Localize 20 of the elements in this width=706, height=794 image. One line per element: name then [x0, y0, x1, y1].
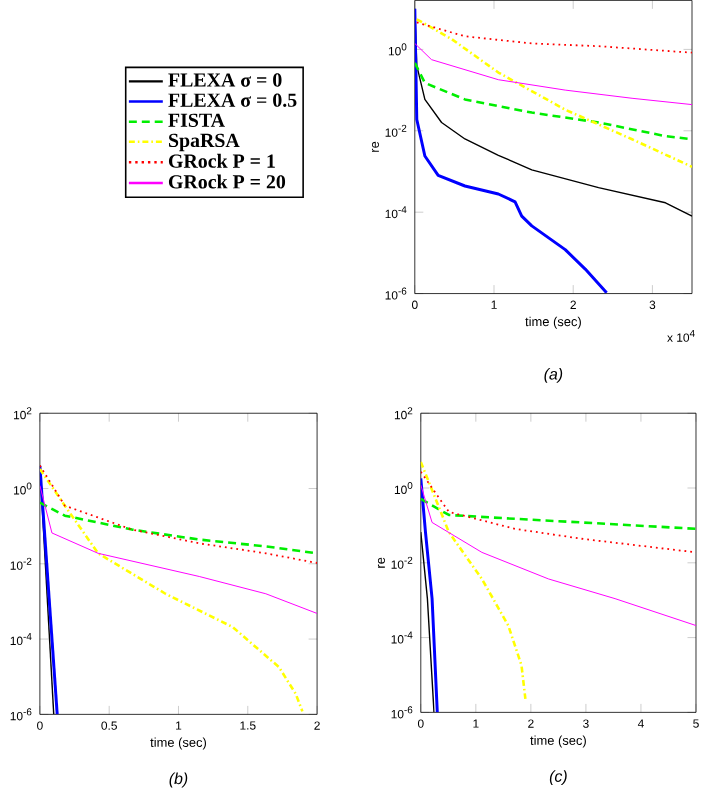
line-series — [39, 485, 318, 614]
line-series — [414, 7, 609, 294]
legend-label: FLEXA σ = 0.5 — [168, 93, 297, 107]
line-series — [420, 497, 696, 531]
line-series — [420, 484, 696, 627]
legend-label: FISTA — [168, 113, 225, 127]
legend-label: FLEXA σ = 0 — [168, 73, 282, 87]
line-series — [415, 21, 693, 54]
line-series — [39, 501, 318, 555]
legend-label: GRock P = 20 — [168, 174, 286, 189]
line-series — [415, 17, 693, 169]
line-series — [420, 476, 439, 713]
line-series — [420, 460, 527, 701]
line-series — [420, 470, 696, 554]
line-series — [414, 61, 693, 141]
line-series — [39, 467, 304, 713]
line-series — [414, 42, 693, 106]
line-series — [39, 464, 318, 564]
legend-label: GRock P = 1 — [168, 153, 275, 168]
legend-label: SpaRSA — [169, 133, 240, 152]
